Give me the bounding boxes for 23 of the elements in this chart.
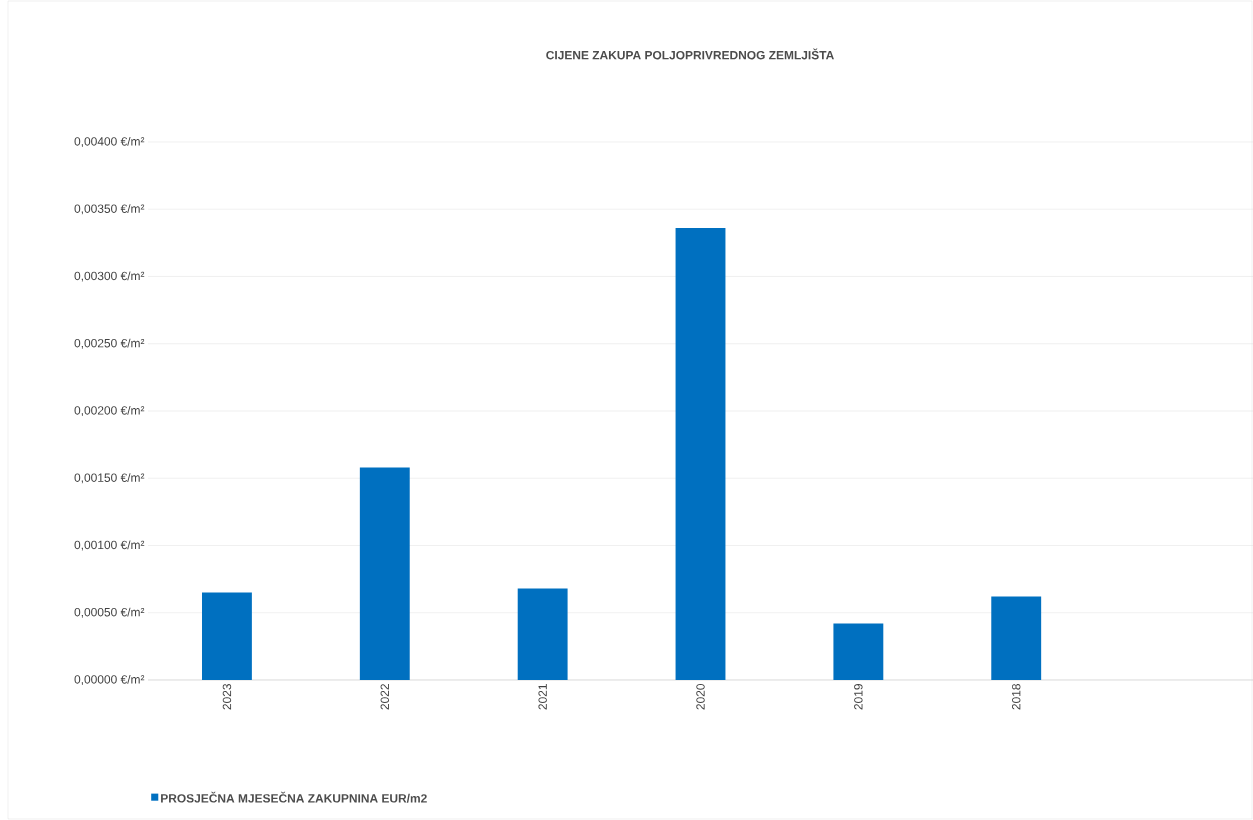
bar xyxy=(675,228,726,680)
bar xyxy=(359,467,410,680)
x-tick-label: 2022 xyxy=(380,684,390,710)
bar xyxy=(833,623,884,680)
y-tick-label: 0,00000 €/m² xyxy=(74,674,145,686)
legend-label: PROSJEČNA MJESEČNA ZAKUPNINA EUR/m2 xyxy=(161,791,427,803)
y-tick-label: 0,00200 €/m² xyxy=(74,405,145,417)
bar xyxy=(991,596,1042,680)
y-tick-label: 0,00050 €/m² xyxy=(74,607,145,618)
y-tick-label: 0,00400 €/m² xyxy=(74,136,145,148)
bar xyxy=(517,588,568,680)
x-tick-label: 2020 xyxy=(696,683,705,710)
x-tick-label: 2018 xyxy=(1011,684,1021,710)
y-tick-label: 0,00300 €/m² xyxy=(74,271,145,282)
x-tick-label: 2019 xyxy=(854,684,863,710)
y-tick-label: 0,00350 €/m² xyxy=(74,204,145,215)
chart-title: CIJENE ZAKUPA POLJOPRIVREDNOG ZEMLJIŠTA xyxy=(546,48,834,60)
x-tick-label: 2021 xyxy=(538,684,547,710)
bar xyxy=(202,592,252,680)
y-tick-label: 0,00250 €/m² xyxy=(74,338,145,349)
y-tick-label: 0,00150 €/m² xyxy=(74,473,145,484)
x-tick-label: 2023 xyxy=(222,684,232,710)
y-tick-label: 0,00100 €/m² xyxy=(74,540,145,551)
